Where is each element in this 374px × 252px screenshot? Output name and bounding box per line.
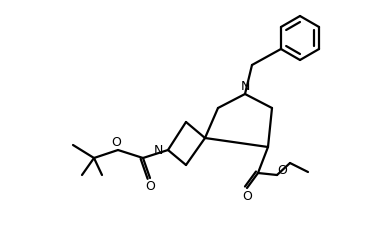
Text: O: O bbox=[242, 190, 252, 203]
Text: O: O bbox=[277, 164, 287, 176]
Text: O: O bbox=[145, 179, 155, 193]
Text: N: N bbox=[240, 79, 250, 92]
Text: O: O bbox=[111, 136, 121, 148]
Text: N: N bbox=[154, 143, 163, 156]
